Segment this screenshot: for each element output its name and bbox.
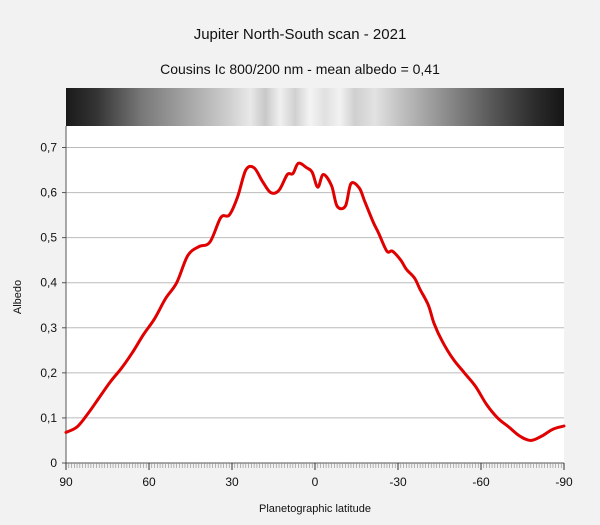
y-tick-label: 0,5 — [40, 231, 57, 245]
x-tick-label: 30 — [225, 475, 239, 489]
x-tick-label: 60 — [142, 475, 156, 489]
x-tick-label: 0 — [312, 475, 319, 489]
y-axis-label: Albedo — [12, 279, 24, 315]
x-axis-label: Planetographic latitude — [259, 503, 371, 515]
x-tick-label: 90 — [59, 475, 73, 489]
y-tick-label: 0,3 — [40, 321, 57, 335]
x-tick-label: -30 — [389, 475, 407, 489]
y-tick-label: 0,2 — [40, 366, 57, 380]
chart-subtitle: Cousins Ic 800/200 nm - mean albedo = 0,… — [160, 61, 440, 77]
y-tick-label: 0,7 — [40, 141, 57, 155]
tick-labels: 0 0,1 0,2 0,3 0,4 0,5 0,6 0,7 90 60 30 0 -30 -60 -90 — [40, 141, 573, 490]
y-tick-label: 0,1 — [40, 411, 57, 425]
y-tick-label: 0,6 — [40, 186, 57, 200]
axes — [62, 126, 565, 470]
albedo-line — [64, 161, 566, 442]
y-tick-label: 0,4 — [40, 276, 57, 290]
y-tick-label: 0 — [50, 456, 57, 470]
chart-title: Jupiter North-South scan - 2021 — [193, 26, 407, 43]
albedo-strip-image — [66, 88, 564, 126]
x-tick-label: -60 — [472, 475, 490, 489]
x-tick-label: -90 — [555, 475, 573, 489]
